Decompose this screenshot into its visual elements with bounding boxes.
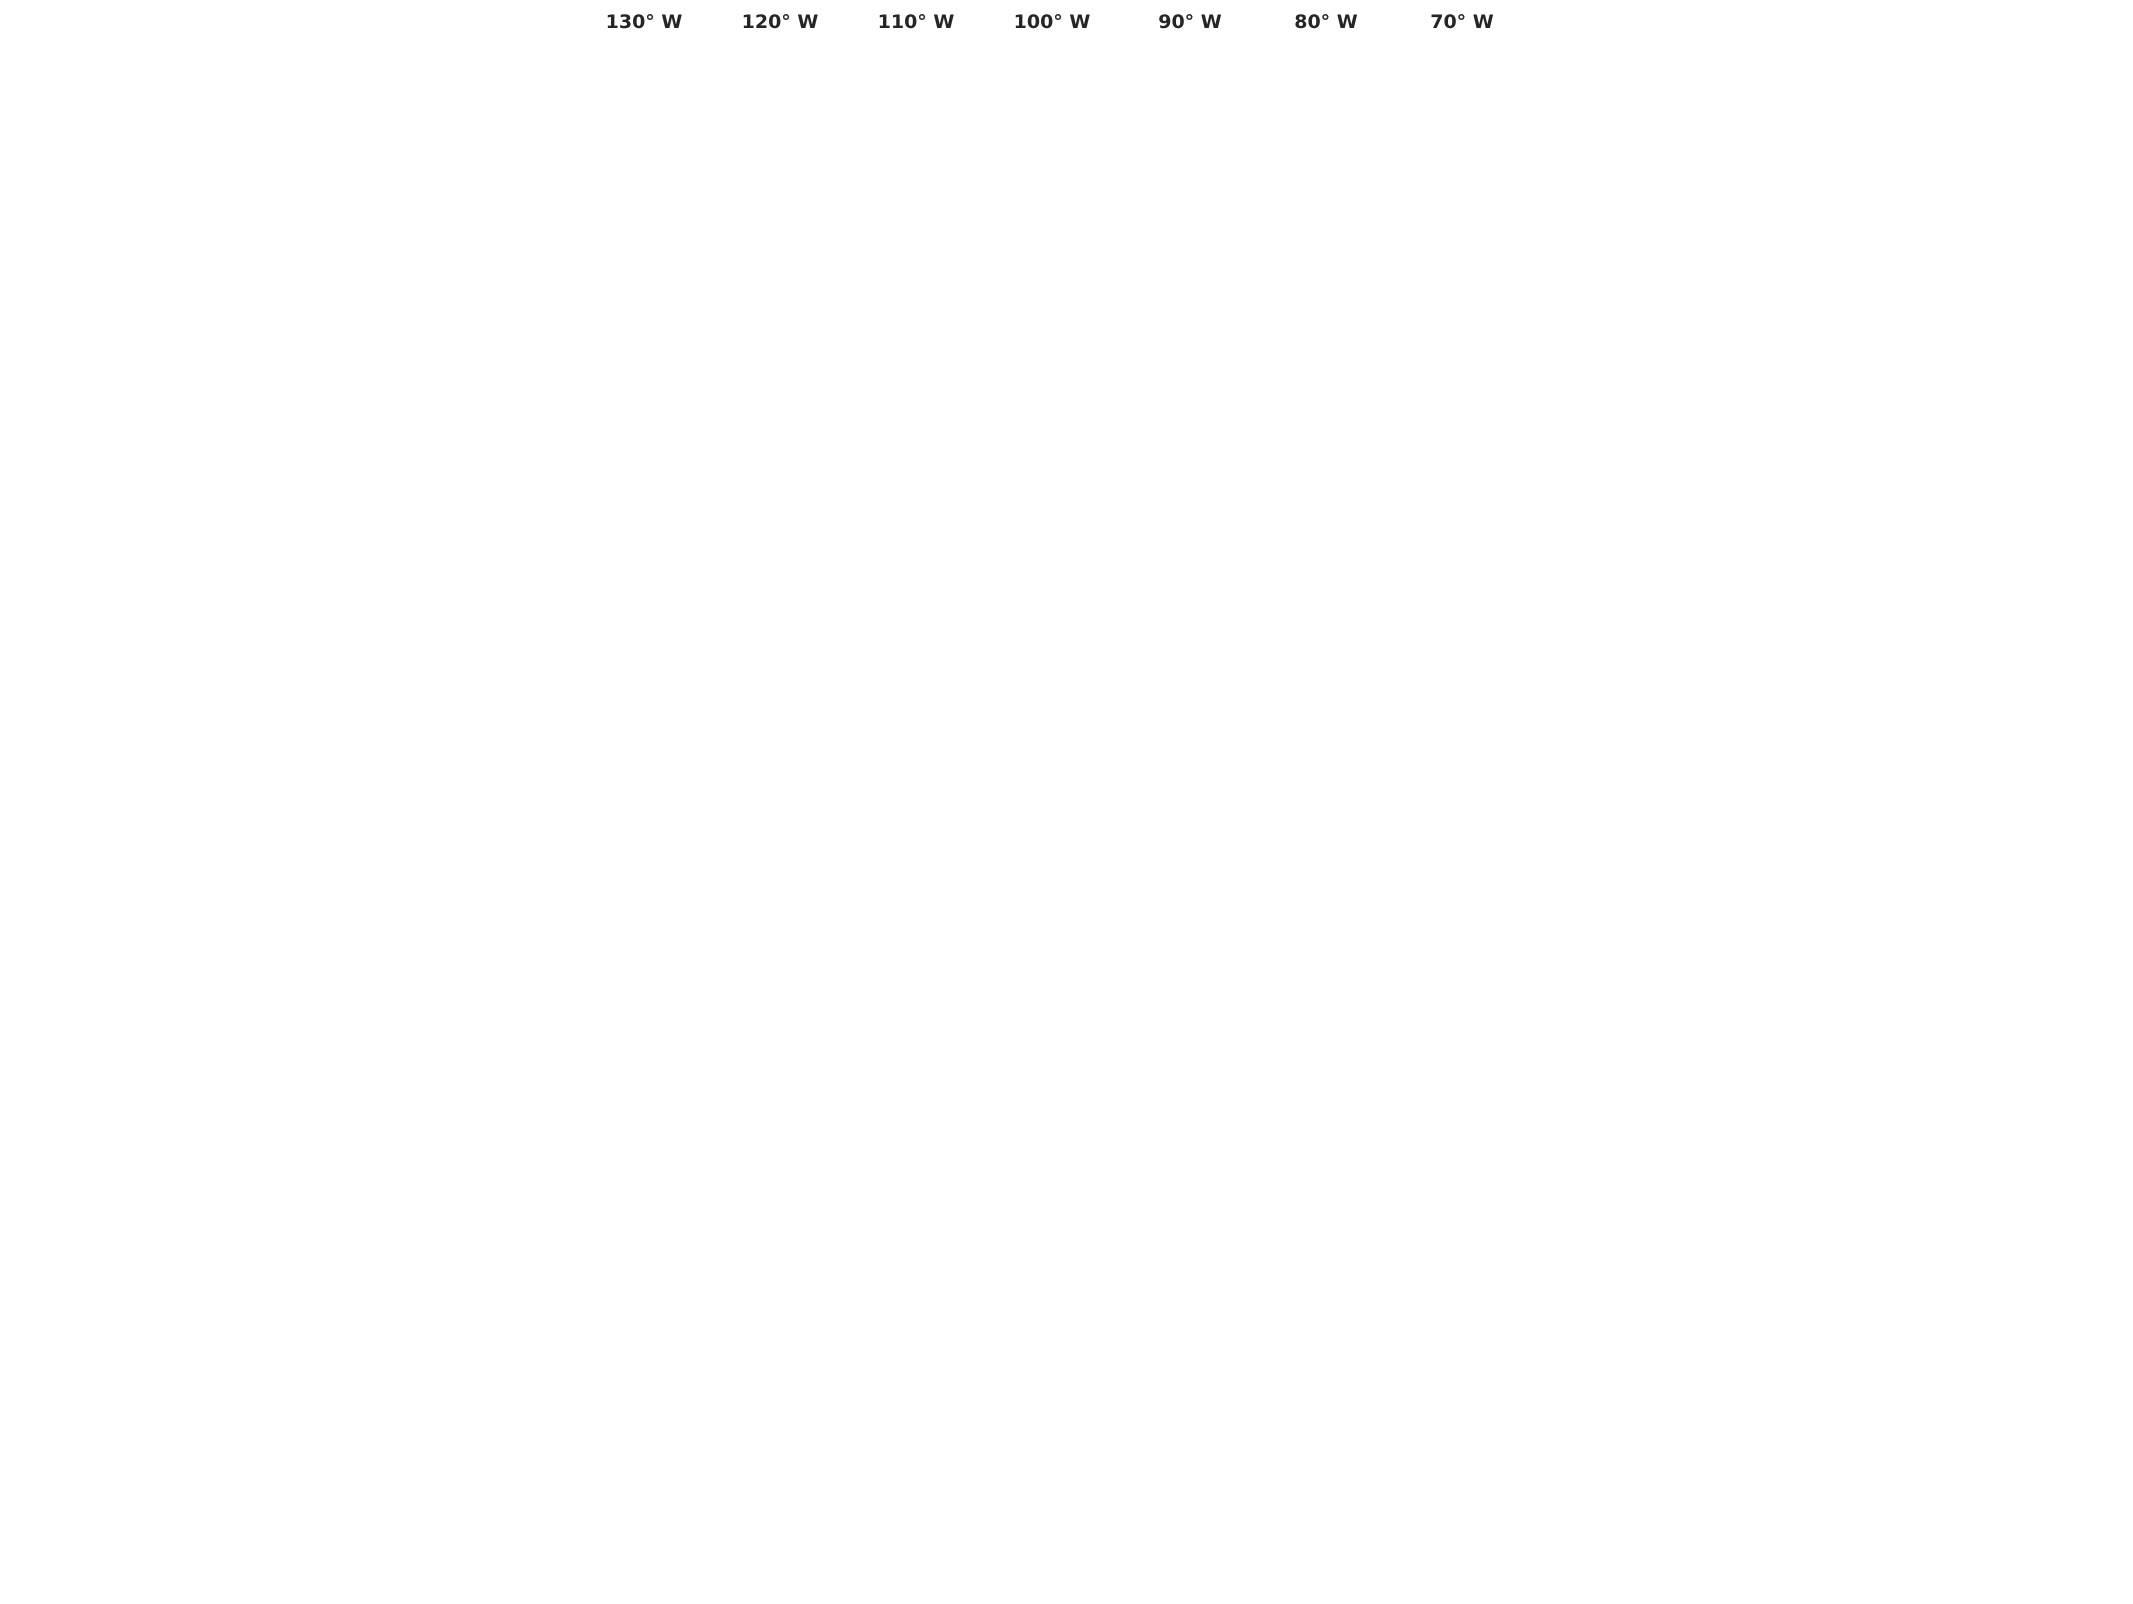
longitude-label: 110° W (878, 11, 955, 33)
longitude-label: 70° W (1430, 11, 1494, 33)
longitude-label: 120° W (742, 11, 819, 33)
longitude-label: 80° W (1294, 11, 1358, 33)
longitude-label: 100° W (1014, 11, 1091, 33)
longitude-label: 90° W (1158, 11, 1222, 33)
longitude-labels: 130° W 120° W 110° W 100° W 90° W 80° W 70° W (606, 11, 1494, 33)
longitude-label: 130° W (606, 11, 683, 33)
